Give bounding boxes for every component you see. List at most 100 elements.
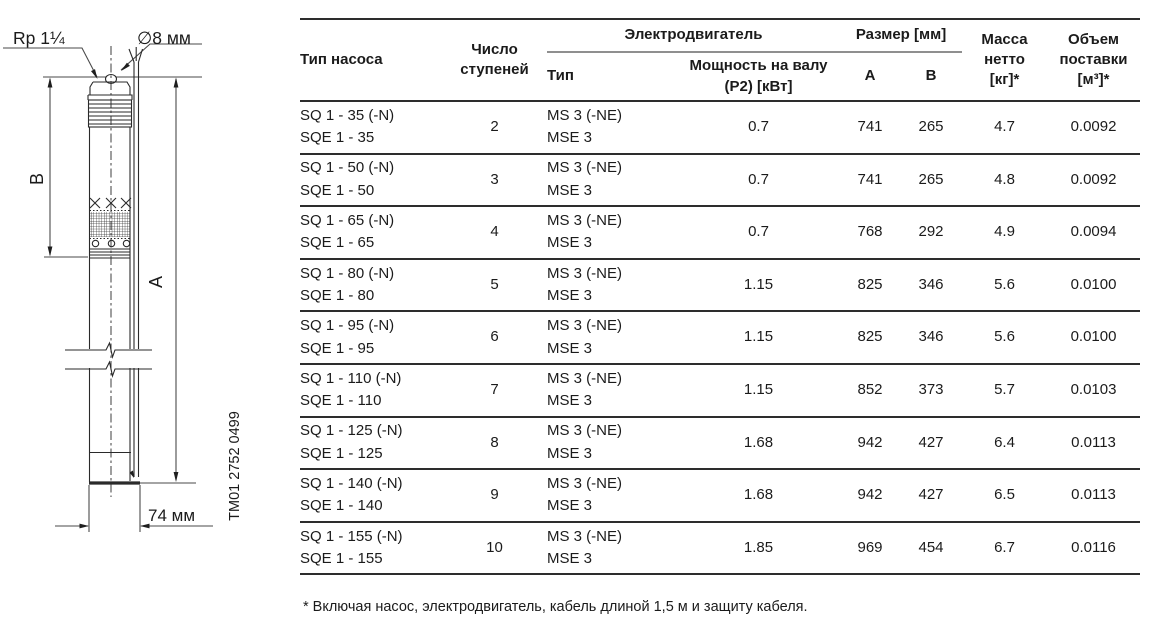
net-weight-cell: 4.7 [994,118,1015,136]
spec-table-row: SQ 1 - 35 (-N) SQE 1 - 35 2 MS 3 (-NE) M… [300,101,1141,154]
size-a-cell: 942 [857,433,883,451]
size-a-cell: 741 [857,118,883,136]
col-header-motor-type: Тип [547,67,574,85]
col-header-size-b: B [925,67,937,85]
col-header-net-weight: Масса нетто [кг]* [981,30,1028,89]
motor-power-cell: 1.15 [743,381,774,399]
spec-table-header: Тип насоса Число ступеней Электродвигате… [300,19,1140,101]
size-b-cell: 346 [918,275,944,293]
pump-type-cell: SQ 1 - 50 (-N) SQE 1 - 50 [300,159,395,199]
motor-type-cell: MS 3 (-NE) MSE 3 [547,211,622,252]
pump-type-cell: SQ 1 - 80 (-N) SQE 1 - 80 [300,264,395,305]
arrowheads [47,62,179,529]
stages-cell: 7 [490,381,499,399]
spec-table-row: SQ 1 - 65 (-N) SQE 1 - 65 4 MS 3 (-NE) M… [300,206,1141,259]
motor-type-cell: MS 3 (-NE) MSE 3 [547,106,622,147]
motor-power-cell: 1.68 [743,486,774,504]
size-a-cell: 969 [857,538,883,556]
spec-table-container: Тип насоса Число ступеней Электродвигате… [300,18,1141,576]
spec-table: Тип насоса Число ступеней Электродвигате… [300,18,1141,576]
net-weight-cell: 5.6 [994,328,1015,346]
stages-cell: 8 [490,433,499,451]
pump-type-cell: SQ 1 - 110 (-N) SQE 1 - 110 [300,369,402,410]
spec-table-row: SQ 1 - 155 (-N) SQE 1 - 155 10 MS 3 (-NE… [300,521,1141,575]
thread-size-label: Rp 1¼ [13,28,65,48]
cable-diameter-label: ∅8 мм [137,28,191,48]
header-row-groups: Тип насоса Число ступеней Электродвигате… [300,19,1140,88]
stages-cell: 5 [490,275,499,293]
motor-power-cell: 0.7 [748,223,769,241]
footnote: * Включая насос, электродвигатель, кабел… [303,599,808,615]
volume-cell: 0.0100 [1070,275,1117,293]
size-a-cell: 825 [857,275,883,293]
stages-cell: 3 [490,170,499,188]
size-b-cell: 427 [918,486,944,504]
volume-cell: 0.0113 [1071,433,1116,451]
stages-cell: 4 [490,223,499,241]
pump-type-cell: SQ 1 - 95 (-N) SQE 1 - 95 [300,317,395,357]
stages-cell: 2 [490,118,499,136]
pump-type-cell: SQ 1 - 140 (-N) SQE 1 - 140 [300,474,403,515]
motor-type-cell: MS 3 (-NE) MSE 3 [547,369,622,410]
pump-outline [65,47,152,485]
col-header-pump-type: Тип насоса [300,50,383,68]
intake-screen-mesh [89,212,130,237]
net-weight-cell: 4.8 [994,170,1015,188]
motor-power-cell: 1.68 [743,433,774,451]
pump-type-cell: SQ 1 - 65 (-N) SQE 1 - 65 [300,211,395,252]
drawing-ref-number: TM01 2752 0499 [227,411,243,521]
pump-type-cell: SQ 1 - 125 (-N) SQE 1 - 125 [300,422,403,462]
size-a-cell: 825 [857,328,883,346]
net-weight-cell: 6.5 [994,486,1015,504]
spec-table-row: SQ 1 - 110 (-N) SQE 1 - 110 7 MS 3 (-NE)… [300,363,1141,417]
stages-cell: 9 [490,486,499,504]
col-header-motor-power: Мощность на валу (P2) [кВт] [689,57,828,95]
motor-power-cell: 1.85 [743,538,774,556]
net-weight-cell: 5.7 [994,381,1015,399]
volume-cell: 0.0092 [1070,118,1117,136]
motor-type-cell: MS 3 (-NE) MSE 3 [547,264,622,305]
size-a-cell: 852 [857,381,883,399]
volume-cell: 0.0092 [1070,170,1117,188]
dim-a-label: A [146,276,166,288]
size-b-cell: 265 [918,170,944,188]
motor-power-cell: 1.15 [743,328,774,346]
motor-type-cell: MS 3 (-NE) MSE 3 [547,317,622,357]
spec-table-row: SQ 1 - 95 (-N) SQE 1 - 95 6 MS 3 (-NE) M… [300,311,1141,364]
motor-type-cell: MS 3 (-NE) MSE 3 [547,474,622,515]
col-header-size-a: A [864,67,876,85]
col-header-volume: Объем поставки [м³]* [1059,30,1128,89]
motor-type-cell: MS 3 (-NE) MSE 3 [547,422,622,462]
net-weight-cell: 6.7 [994,538,1015,556]
volume-cell: 0.0100 [1070,328,1117,346]
motor-power-cell: 1.15 [743,275,774,293]
col-header-stages: Число ступеней [460,40,529,78]
size-b-cell: 373 [918,381,944,399]
motor-type-cell: MS 3 (-NE) MSE 3 [547,159,622,199]
pump-type-cell: SQ 1 - 155 (-N) SQE 1 - 155 [300,527,403,568]
volume-cell: 0.0116 [1071,538,1116,556]
spec-table-body: SQ 1 - 35 (-N) SQE 1 - 35 2 MS 3 (-NE) M… [300,101,1141,575]
motor-power-cell: 0.7 [748,118,769,136]
stages-cell: 10 [486,538,503,556]
size-b-cell: 454 [918,538,944,556]
size-a-cell: 942 [857,486,883,504]
size-b-cell: 292 [918,223,944,241]
size-b-cell: 265 [918,118,944,136]
size-b-cell: 346 [918,328,944,346]
spec-table-row: SQ 1 - 50 (-N) SQE 1 - 50 3 MS 3 (-NE) M… [300,153,1141,207]
header-row-subcolumns: Тип Мощность на валу (P2) [кВт] A B [300,52,1140,101]
volume-cell: 0.0103 [1070,381,1117,399]
motor-power-cell: 0.7 [748,170,769,188]
net-weight-cell: 5.6 [994,275,1015,293]
stages-cell: 6 [490,328,499,346]
net-weight-cell: 4.9 [994,223,1015,241]
volume-cell: 0.0094 [1070,223,1117,241]
pump-dimension-drawing: Rp 1¼ ∅8 мм B A 74 мм TM01 2752 0499 [3,28,243,532]
spec-table-row: SQ 1 - 140 (-N) SQE 1 - 140 9 MS 3 (-NE)… [300,469,1141,522]
spec-table-row: SQ 1 - 125 (-N) SQE 1 - 125 8 MS 3 (-NE)… [300,416,1141,470]
size-b-cell: 427 [918,433,944,451]
col-header-motor-group: Электродвигатель [547,19,841,53]
motor-type-cell: MS 3 (-NE) MSE 3 [547,527,622,568]
dimension-lines [3,43,213,532]
